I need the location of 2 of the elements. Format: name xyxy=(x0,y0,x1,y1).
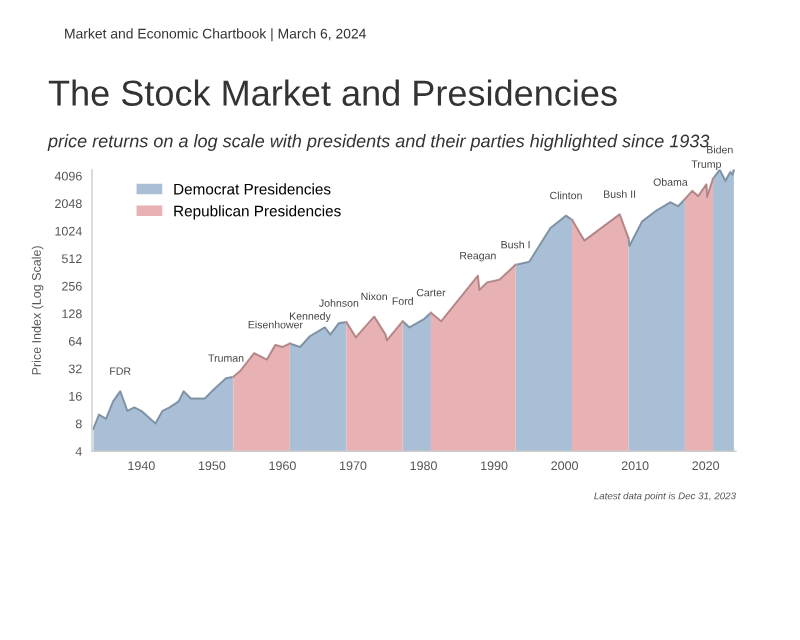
chart-subtitle: price returns on a log scale with presidents and their parties highlighted since 1933 xyxy=(47,134,710,151)
chart-title: The Stock Market and Presidencies xyxy=(48,79,617,106)
